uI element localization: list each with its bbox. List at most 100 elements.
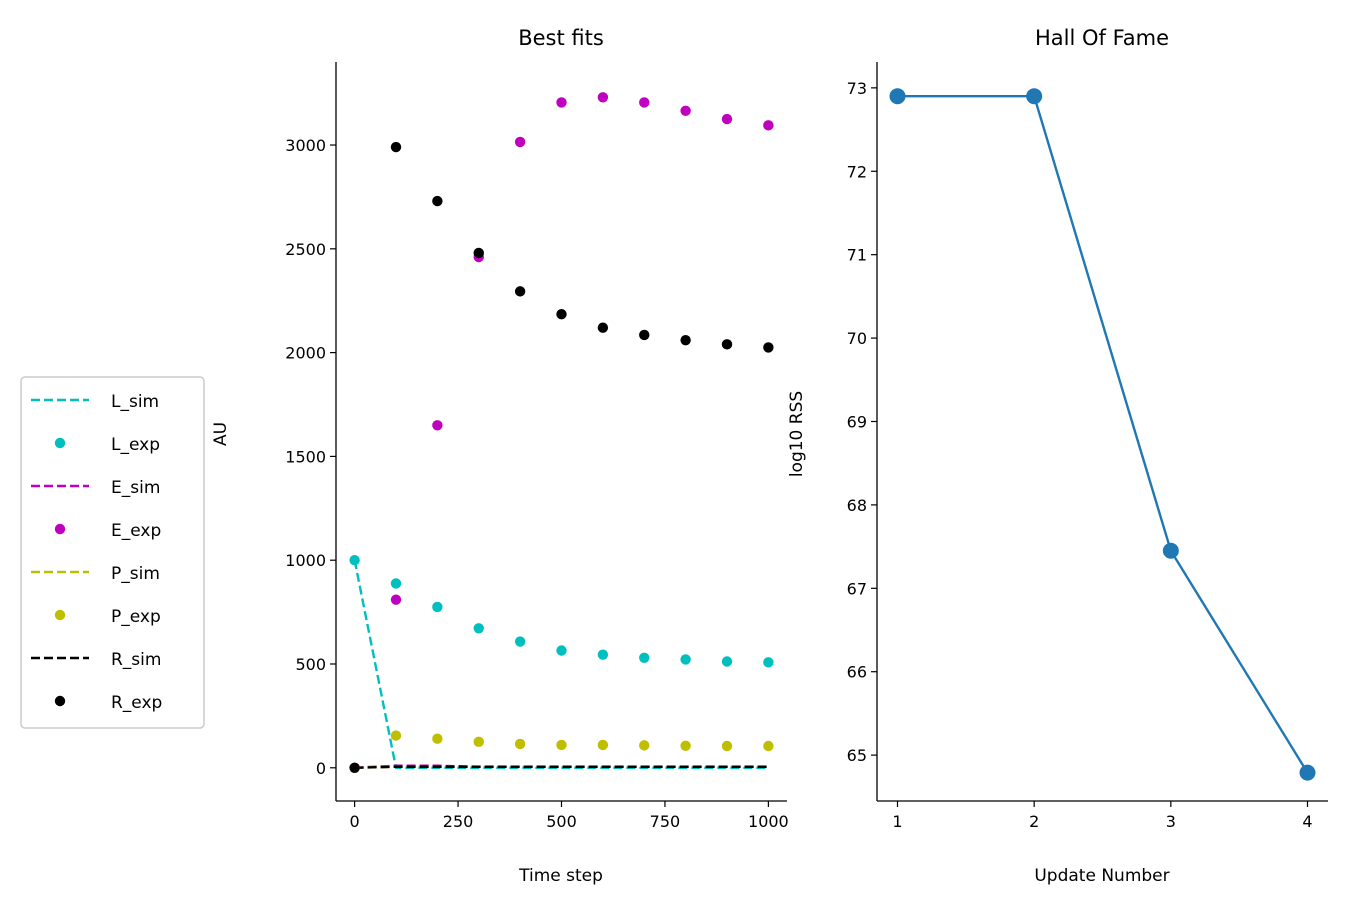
y-tick-label: 72 [847, 162, 867, 181]
point-e-exp [680, 105, 691, 116]
point-e-exp [432, 420, 443, 431]
y-tick-label: 2500 [285, 240, 326, 259]
point-r-exp [473, 247, 484, 259]
line-l-sim [353, 559, 769, 769]
x-tick-label: 0 [350, 812, 360, 831]
legend-item-l-exp: L_exp [54, 435, 160, 455]
y-tick-label: 73 [847, 79, 867, 98]
y-tick-label: 69 [847, 412, 867, 431]
best-fits-exp-points [349, 92, 774, 773]
hall-of-fame-y-ticks: 65 66 67 68 69 70 71 72 73 [847, 79, 877, 765]
point-e-exp [556, 97, 567, 108]
point-p-exp [680, 740, 691, 751]
legend-label: P_sim [111, 564, 160, 584]
legend-item-e-sim: E_sim [31, 478, 160, 498]
y-tick-label: 70 [847, 329, 867, 348]
legend-dot-swatch [54, 609, 66, 621]
point-p-exp [763, 740, 774, 752]
point-p-exp [473, 736, 484, 748]
best-fits-title: Best fits [518, 26, 604, 50]
x-tick-label: 2 [1029, 812, 1039, 831]
hall-of-fame-point [1026, 88, 1043, 105]
y-tick-label: 67 [847, 579, 867, 598]
legend-item-p-sim: P_sim [31, 564, 160, 584]
point-e-exp [597, 92, 609, 103]
x-tick-label: 250 [443, 812, 474, 831]
point-e-exp [514, 136, 526, 148]
point-l-exp [721, 656, 733, 667]
point-p-exp [514, 738, 526, 750]
best-fits-y-ticks: 0 500 1000 1500 2000 2500 3000 [285, 136, 336, 778]
y-tick-label: 1500 [285, 447, 326, 466]
point-p-exp [597, 739, 609, 751]
x-tick-label: 750 [650, 812, 681, 831]
legend-label: E_exp [111, 521, 161, 541]
legend-frame [20, 376, 205, 729]
y-tick-label: 66 [847, 663, 867, 682]
legend-label: L_sim [111, 392, 159, 412]
hall-of-fame-series [889, 88, 1316, 781]
x-tick-label: 1000 [748, 812, 789, 831]
y-tick-label: 3000 [285, 136, 326, 155]
point-p-exp [556, 739, 567, 751]
legend-label: R_exp [111, 693, 162, 713]
hall-of-fame-x-axis-label: Update Number [1034, 866, 1169, 886]
y-tick-label: 1000 [285, 551, 326, 570]
y-tick-label: 2000 [285, 344, 326, 363]
point-l-exp [556, 645, 567, 656]
point-r-exp [514, 286, 526, 297]
point-l-exp [680, 654, 691, 665]
y-tick-label: 500 [295, 655, 326, 674]
legend-label: P_exp [111, 607, 161, 627]
y-tick-label: 68 [847, 496, 867, 515]
legend-item-p-exp: P_exp [54, 607, 161, 627]
point-l-exp [514, 636, 526, 647]
x-tick-label: 3 [1166, 812, 1176, 831]
point-l-exp [473, 623, 484, 634]
point-p-exp [721, 740, 733, 752]
legend-dot-swatch [54, 437, 66, 449]
legend-item-l-sim: L_sim [31, 392, 159, 412]
hall-of-fame-y-axis-label: log10 RSS [787, 391, 807, 477]
best-fits-x-axis-label: Time step [518, 866, 603, 886]
point-r-exp [432, 195, 443, 207]
legend-item-r-exp: R_exp [54, 693, 162, 713]
point-l-exp [597, 649, 609, 660]
point-e-exp [763, 120, 774, 131]
x-tick-label: 1 [892, 812, 902, 831]
hall-of-fame-plot: Hall Of Fame 1 2 3 4 65 66 67 68 69 70 71 72 73 Upd… [787, 26, 1328, 886]
point-r-exp [639, 329, 650, 341]
hall-of-fame-x-ticks: 1 2 3 4 [892, 801, 1313, 831]
best-fits-x-ticks: 0 250 500 750 1000 [350, 801, 789, 831]
best-fits-y-axis-label: AU [211, 422, 231, 446]
point-r-exp [597, 322, 609, 333]
legend-label: E_sim [111, 478, 160, 498]
point-r-exp [390, 141, 402, 153]
point-r-exp [680, 334, 691, 346]
point-e-exp [390, 594, 402, 605]
point-p-exp [639, 740, 650, 751]
point-e-exp [721, 113, 733, 125]
point-r-exp [721, 339, 733, 350]
hall-of-fame-line [897, 94, 1309, 774]
point-l-exp [390, 578, 402, 589]
point-p-exp [432, 733, 443, 744]
line-r-sim [354, 765, 769, 769]
y-tick-label: 0 [316, 759, 326, 778]
legend-item-r-sim: R_sim [31, 650, 161, 670]
legend-label: R_sim [111, 650, 161, 670]
y-tick-label: 71 [847, 246, 867, 265]
best-fits-legend: L_sim L_exp E_sim E_exp P_sim P_exp R_sim R_exp [20, 376, 205, 729]
point-l-exp [349, 555, 360, 566]
point-r-exp [556, 309, 567, 320]
hall-of-fame-title: Hall Of Fame [1035, 26, 1169, 50]
legend-dot-swatch [54, 523, 66, 535]
point-p-exp [390, 730, 402, 741]
y-tick-label: 65 [847, 746, 867, 765]
x-tick-label: 500 [546, 812, 577, 831]
hall-of-fame-point [1299, 764, 1316, 781]
hall-of-fame-point [889, 88, 906, 105]
point-l-exp [763, 657, 774, 668]
x-tick-label: 4 [1302, 812, 1312, 831]
